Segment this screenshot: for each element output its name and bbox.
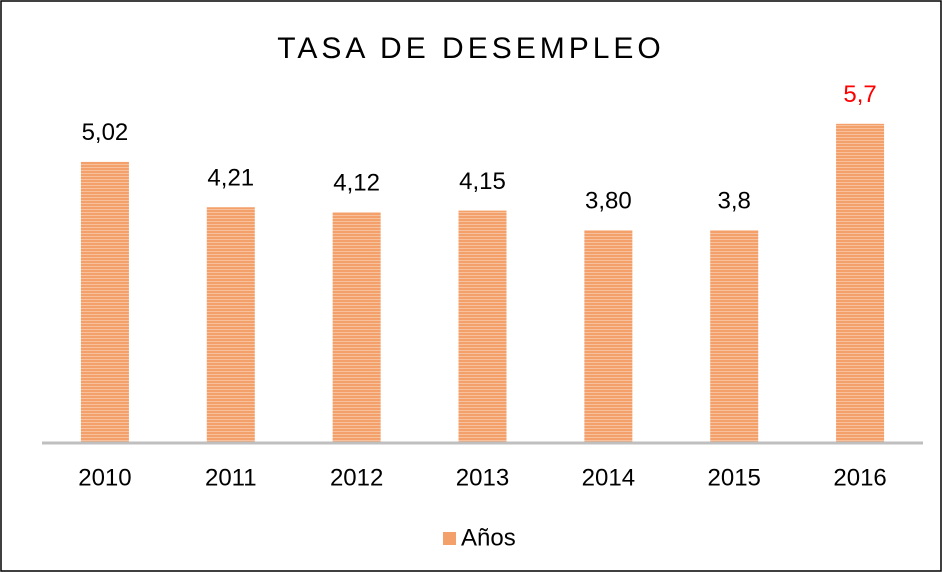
chart-title: TASA DE DESEMPLEO <box>277 32 665 65</box>
x-tick-label: 2014 <box>582 464 635 491</box>
bar <box>80 161 129 443</box>
legend-swatch <box>443 532 456 545</box>
data-label: 5,02 <box>82 119 129 146</box>
bar <box>458 210 507 443</box>
data-label: 4,21 <box>207 165 254 192</box>
bar <box>332 212 381 443</box>
data-label: 4,15 <box>459 168 506 195</box>
x-tick-label: 2016 <box>833 464 886 491</box>
data-label: 3,80 <box>585 188 632 215</box>
data-label: 4,12 <box>333 170 380 197</box>
data-label: 5,7 <box>843 81 876 108</box>
data-label: 3,8 <box>718 188 751 215</box>
x-tick-label: 2012 <box>330 464 383 491</box>
bar <box>206 207 255 443</box>
bar <box>710 230 759 443</box>
x-tick-label: 2010 <box>78 464 131 491</box>
bar <box>836 123 885 444</box>
x-tick-label: 2013 <box>456 464 509 491</box>
legend-label: Años <box>461 524 516 551</box>
x-tick-label: 2015 <box>708 464 761 491</box>
x-tick-label: 2011 <box>205 464 257 491</box>
bar <box>584 230 633 443</box>
